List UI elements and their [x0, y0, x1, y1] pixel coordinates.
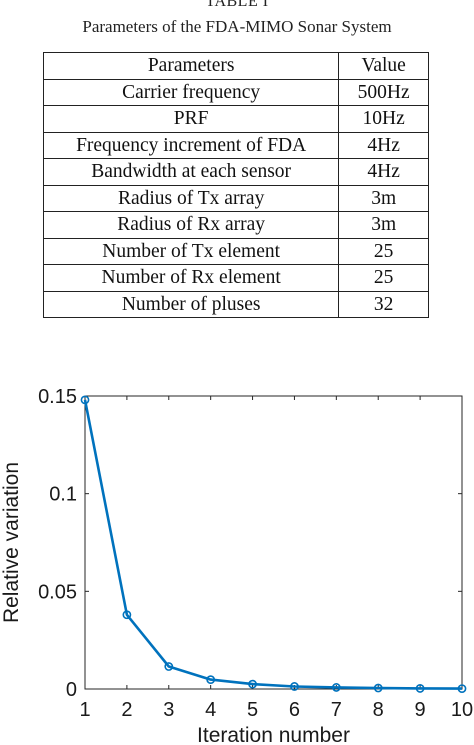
table-row: Radius of Rx array 3m [42, 211, 429, 239]
y-tick-label: 0.05 [38, 581, 77, 603]
parameter-value: 32 [338, 290, 429, 318]
table-row: PRF 10Hz [42, 105, 429, 133]
parameter-name: Carrier frequency [42, 78, 340, 106]
parameters-table: Parameters Value Carrier frequency 500Hz… [42, 52, 429, 318]
parameter-name: Radius of Tx array [42, 184, 340, 212]
x-tick-label: 5 [247, 699, 258, 721]
data-point [80, 395, 90, 405]
data-point [415, 684, 425, 693]
parameter-name: Number of Rx element [42, 264, 340, 292]
y-axis: 0 0.05 0.1 0.15 [38, 386, 462, 701]
x-tick-label: 1 [79, 699, 90, 721]
relative-variation-chart: 1 2 3 4 5 6 7 8 9 10 0 0.05 0.1 0.15 Iteration numbe… [0, 386, 473, 745]
table-row: Number of Rx element 25 [42, 264, 429, 292]
y-tick-label: 0 [66, 679, 77, 701]
data-point [331, 683, 341, 692]
table-row: Number of Tx element 25 [42, 237, 429, 265]
data-point [248, 679, 257, 689]
x-tick-label: 6 [289, 699, 300, 721]
table-label: TABLE I [205, 0, 269, 10]
x-tick-label: 4 [205, 699, 216, 721]
parameter-value: 3m [338, 184, 429, 212]
table-row: Bandwidth at each sensor 4Hz [42, 158, 429, 186]
parameter-name: Radius of Rx array [42, 211, 340, 239]
y-tick-label: 0.15 [38, 386, 77, 408]
parameter-name: Number of Tx element [42, 237, 340, 265]
data-point [373, 683, 383, 693]
x-tick-label: 2 [121, 699, 132, 721]
table-row: Carrier frequency 500Hz [42, 78, 429, 106]
x-tick-label: 7 [331, 699, 342, 721]
x-tick-label: 3 [163, 699, 174, 721]
parameter-value: 500Hz [338, 78, 429, 106]
table-row: Frequency increment of FDA 4Hz [42, 131, 429, 159]
plot-area-frame [84, 395, 463, 690]
parameter-value: 4Hz [338, 158, 429, 186]
data-point [206, 675, 216, 685]
y-axis-label: Relative variation [0, 462, 23, 623]
x-tick-label: 9 [415, 699, 426, 721]
x-tick-label: 8 [373, 699, 384, 721]
parameter-value: 3m [338, 211, 429, 239]
parameter-value: 25 [338, 264, 429, 292]
parameter-name: Bandwidth at each sensor [42, 158, 340, 186]
y-tick-label: 0.1 [49, 484, 77, 506]
series-line [83, 399, 463, 690]
parameter-name: PRF [42, 105, 340, 133]
table-row: Radius of Tx array 3m [42, 184, 429, 212]
parameter-name: Frequency increment of FDA [42, 131, 340, 159]
data-point [164, 662, 174, 671]
parameter-value: 10Hz [338, 105, 429, 133]
parameter-value: 25 [338, 237, 429, 265]
header-parameters: Parameters [42, 52, 340, 80]
series-markers [80, 395, 467, 694]
parameter-name: Number of pluses [42, 290, 340, 318]
x-axis-label: Iteration number [197, 724, 350, 745]
table-row: Number of pluses 32 [42, 290, 429, 318]
data-point [290, 682, 299, 691]
header-value: Value [338, 52, 429, 80]
x-axis: 1 2 3 4 5 6 7 8 9 10 [79, 396, 473, 721]
data-point [457, 684, 467, 694]
x-tick-label: 10 [451, 699, 473, 721]
data-point [122, 610, 132, 620]
parameter-value: 4Hz [338, 131, 429, 159]
table-header-row: Parameters Value [42, 52, 429, 80]
table-title: Parameters of the FDA-MIMO Sonar System [82, 17, 392, 36]
